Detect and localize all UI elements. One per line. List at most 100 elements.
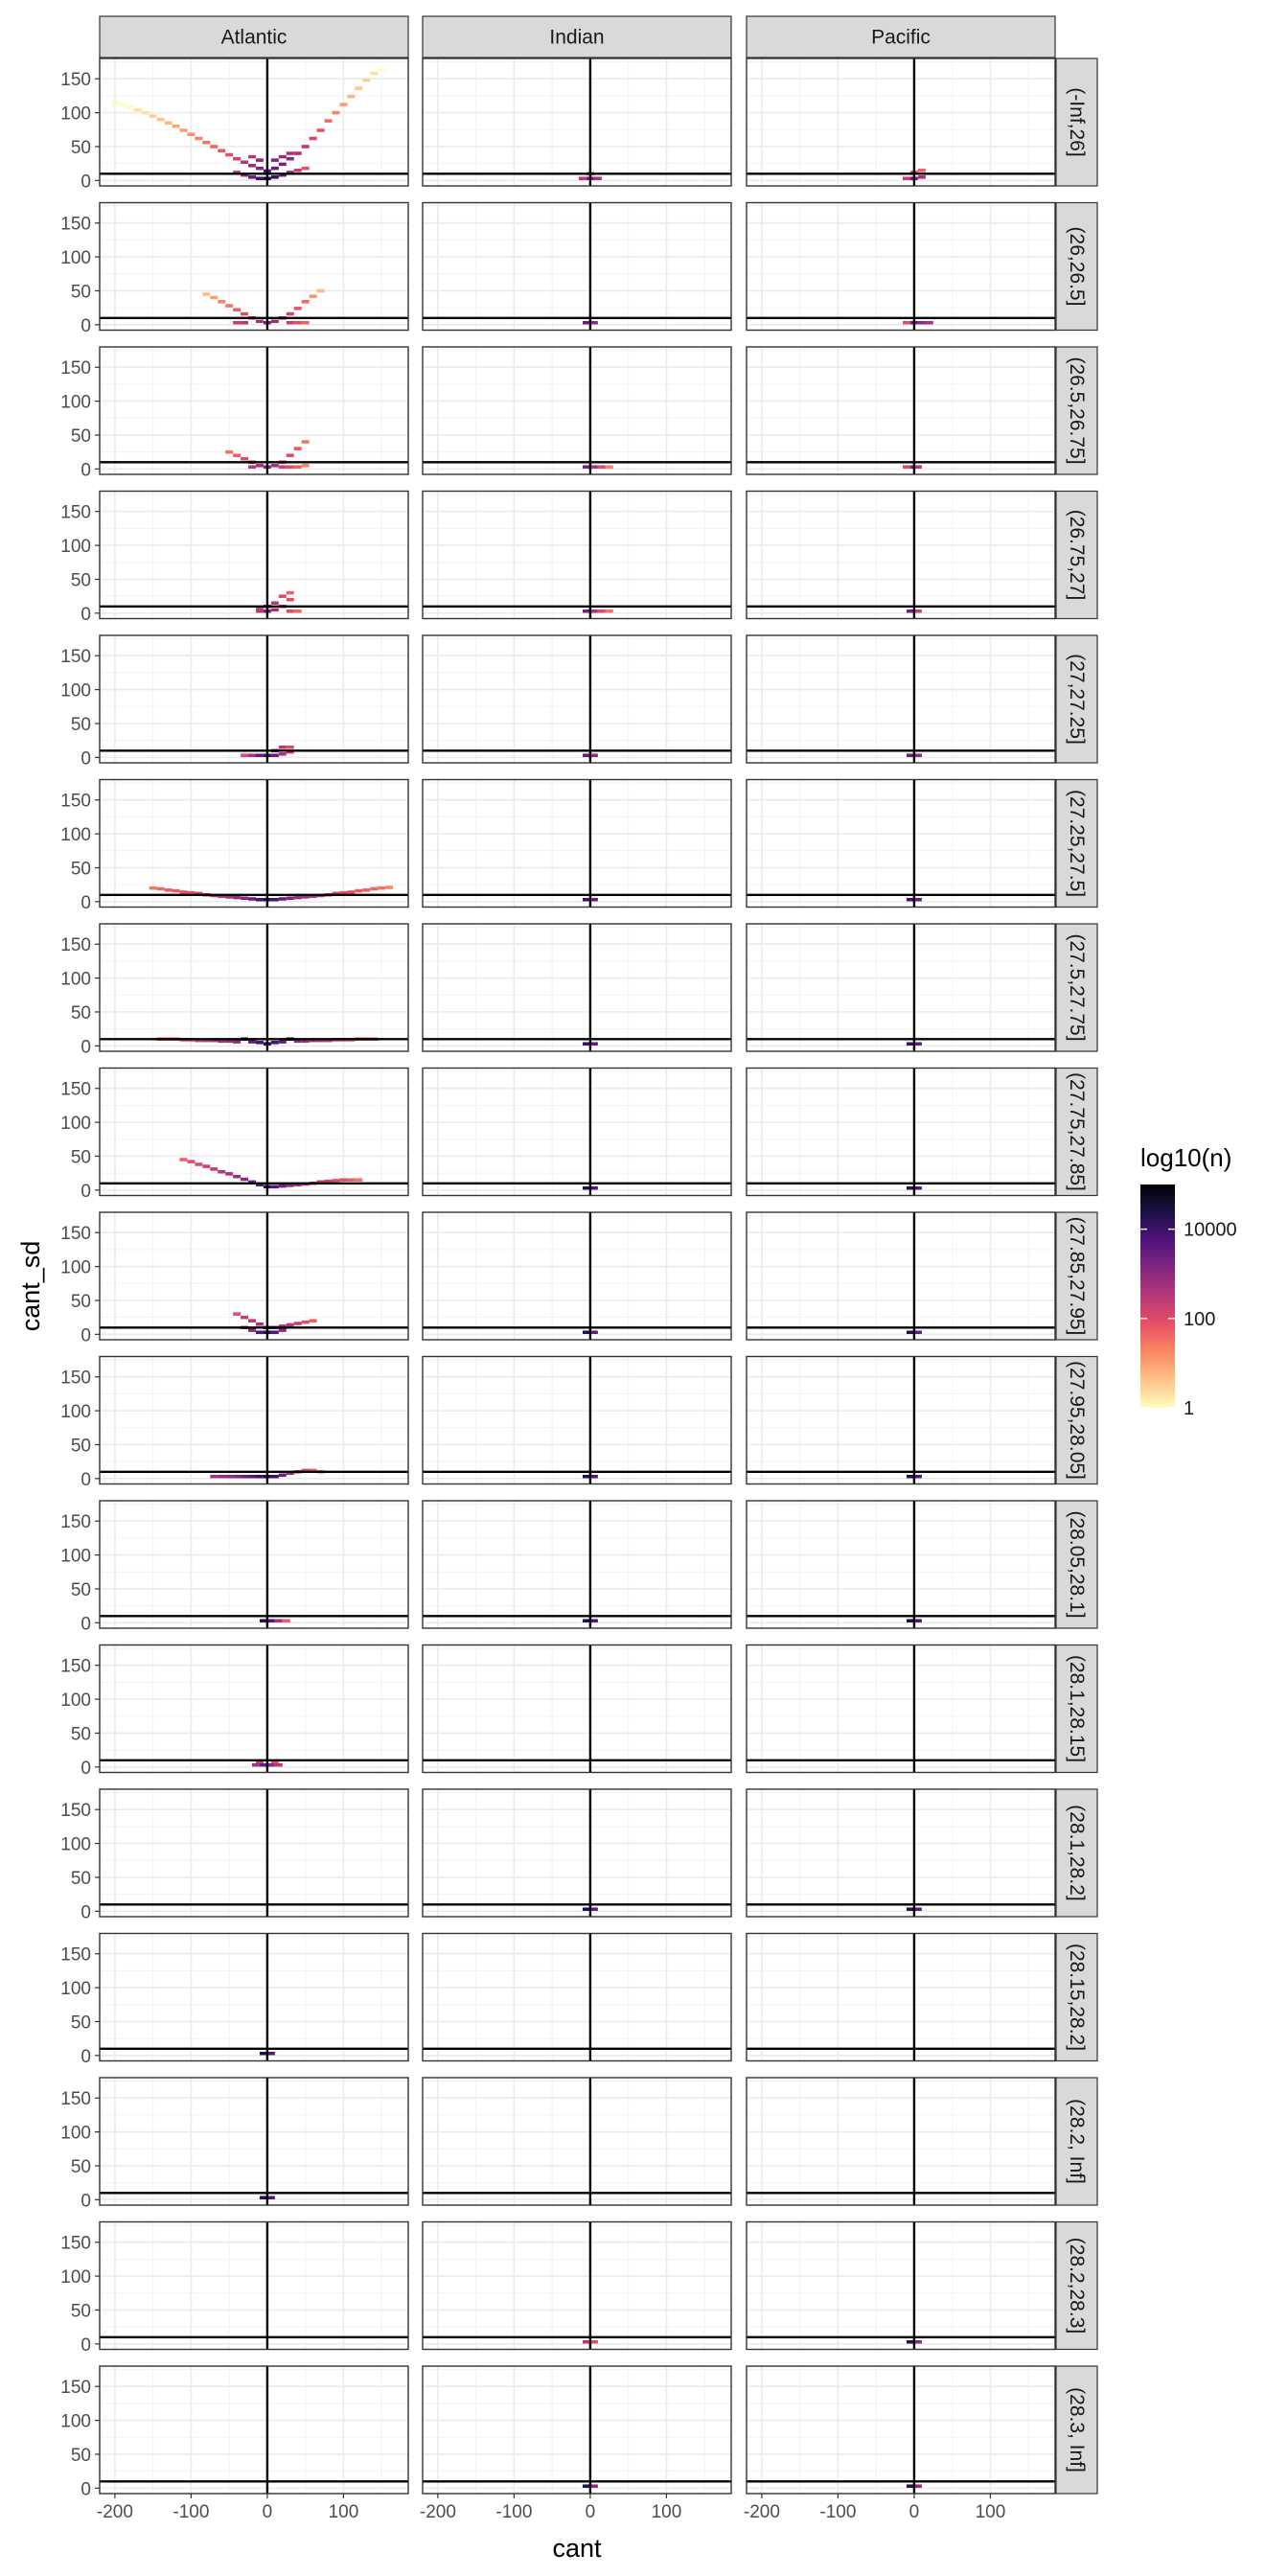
panel-background (747, 2221, 1055, 2350)
heatmap-cell (593, 176, 602, 180)
x-tick-label: 100 (976, 2502, 1006, 2522)
y-tick-label: 0 (80, 2479, 91, 2499)
row-strip-label: (27.95,28.05] (1066, 1361, 1088, 1480)
y-tick-label: 100 (60, 1979, 91, 1999)
y-tick-label: 100 (60, 1402, 91, 1422)
panel-border (99, 346, 409, 475)
y-tick-label: 100 (60, 1690, 91, 1711)
panel-background (100, 491, 408, 619)
heatmap-cell (270, 166, 279, 171)
heatmap-cell (270, 175, 279, 179)
row-strip-label: (28.1,28.2] (1066, 1805, 1088, 1900)
panel-plot-area (423, 202, 731, 331)
panel-plot-area (747, 347, 1055, 474)
panel-border (99, 2365, 409, 2495)
y-tick-label: 150 (60, 215, 91, 235)
heatmap-cell (248, 753, 256, 757)
y-tick-label: 0 (80, 1759, 91, 1779)
heatmap-cell (309, 1468, 317, 1473)
heatmap-cell (278, 1324, 287, 1328)
heatmap-cell (225, 1474, 234, 1479)
panel-atlantic-row-4 (99, 490, 409, 620)
y-tick-label: 100 (60, 1547, 91, 1567)
heatmap-cell (225, 895, 234, 899)
x-tick-label: -100 (172, 2502, 209, 2522)
panel-border (99, 2077, 409, 2206)
column-strip-indian (422, 15, 732, 58)
column-strip-label: Atlantic (221, 27, 288, 49)
heatmap-cell (233, 1312, 242, 1316)
y-tick-label: 50 (71, 2012, 91, 2033)
panel-background (100, 635, 408, 763)
heatmap-cell (255, 1330, 264, 1334)
y-tick-label: 150 (60, 2378, 91, 2398)
heatmap-cell (248, 1474, 256, 1479)
heatmap-cell (301, 166, 310, 171)
legend: log10(n) 10000 100 1 (1140, 1143, 1237, 1419)
row-strip (1055, 201, 1098, 332)
y-tick-label: 100 (60, 2267, 91, 2288)
heatmap-cell (906, 609, 914, 613)
y-tick-label: 50 (71, 1147, 91, 1167)
panel-atlantic-row-5 (99, 634, 409, 764)
heatmap-cell (255, 464, 264, 468)
heatmap-cell (293, 168, 302, 172)
heatmap-cell (259, 1762, 267, 1767)
panel-indian-row-13 (422, 1788, 732, 1918)
heatmap-cell (301, 145, 310, 149)
x-tick-label: 100 (329, 2502, 359, 2522)
heatmap-cell (248, 1040, 256, 1044)
heatmap-cell (218, 894, 226, 898)
heatmap-cell (332, 891, 340, 896)
panel-border (99, 1500, 409, 1629)
y-tick-label: 50 (71, 570, 91, 590)
panel-plot-area (100, 58, 408, 186)
panel-border (746, 1932, 1056, 2062)
heatmap-cell (210, 1167, 218, 1171)
panel-background (423, 347, 731, 474)
panel-background (423, 491, 731, 619)
y-tick-label: 50 (71, 426, 91, 447)
panel-plot-area (100, 347, 408, 474)
heatmap-cell (906, 1185, 914, 1190)
panel-background (423, 58, 731, 186)
heatmap-cell (913, 1042, 922, 1046)
heatmap-cell (259, 2051, 267, 2056)
row-strip (1055, 634, 1098, 764)
heatmap-cell (589, 2339, 598, 2344)
heatmap-cell (133, 107, 142, 112)
panel-pacific-row-13 (746, 1788, 1056, 1918)
panel-plot-area (747, 1212, 1055, 1340)
panel-border (746, 1644, 1056, 1774)
x-tick-label: -200 (420, 2502, 456, 2522)
panel-atlantic-row-7 (99, 923, 409, 1052)
heatmap-cell (286, 156, 294, 161)
legend-label: 100 (1184, 1309, 1215, 1330)
heatmap-cell (255, 1322, 264, 1326)
panel-border (746, 1788, 1056, 1918)
row-strip (1055, 2077, 1098, 2206)
panel-plot-area (747, 202, 1055, 331)
heatmap-cell (913, 1619, 922, 1622)
heatmap-cell (241, 320, 249, 325)
panel-pacific-row-4 (746, 490, 1056, 620)
heatmap-cell (286, 1184, 294, 1187)
panel-plot-area (423, 2366, 731, 2494)
panel-indian-row-9 (422, 1211, 732, 1341)
panel-background (423, 1789, 731, 1917)
panel-pacific-row-10 (746, 1355, 1056, 1485)
heatmap-cell (301, 895, 310, 899)
panel-background (423, 1068, 731, 1196)
heatmap-cell (156, 117, 165, 122)
column-strip-label: Pacific (871, 27, 931, 49)
heatmap-cell (252, 1762, 260, 1767)
heatmap-cell (233, 156, 242, 161)
row-strip (1055, 1067, 1098, 1197)
y-tick-label: 150 (60, 358, 91, 379)
y-tick-label: 50 (71, 138, 91, 158)
row-strip-label: (26.5,26.75] (1066, 356, 1088, 464)
heatmap-cell (179, 1158, 188, 1162)
y-tick-label: 50 (71, 282, 91, 302)
row-strip (1055, 490, 1098, 620)
panel-plot-area (100, 779, 408, 908)
